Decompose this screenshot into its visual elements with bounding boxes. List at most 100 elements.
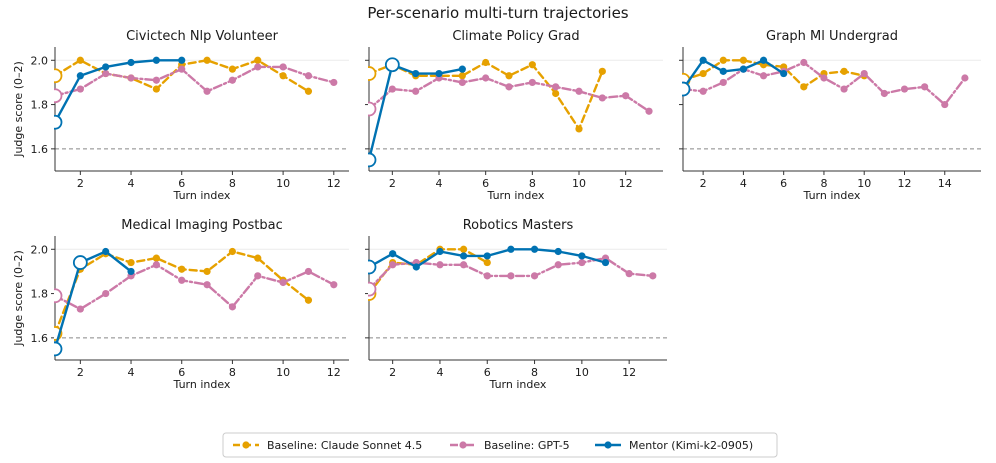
series-gpt5-point (458, 78, 466, 87)
y-tick-label: 1.8 (31, 288, 49, 301)
series-mentor-start-marker (368, 259, 377, 275)
x-tick-label: 12 (622, 366, 636, 379)
series-claude-point (483, 258, 491, 267)
series-mentor-start-marker (54, 114, 63, 130)
series-claude-point (228, 65, 237, 73)
series-claude-point (552, 89, 560, 98)
series-gpt5-point (598, 94, 606, 102)
series-mentor-point (780, 69, 788, 78)
figure-title: Per-scenario multi-turn trajectories (367, 4, 628, 22)
y-tick-label: 1.6 (31, 143, 49, 156)
legend-item-mentor: Mentor (Kimi-k2-0905) (595, 439, 753, 452)
x-tick-label: 4 (740, 177, 747, 190)
series-gpt5-point (228, 303, 237, 311)
x-tick-label: 6 (482, 177, 489, 190)
x-tick-label: 6 (484, 366, 491, 379)
x-tick-label: 8 (529, 177, 536, 190)
series-mentor-point (578, 252, 586, 260)
legend-item-gpt5: Baseline: GPT-5 (450, 439, 570, 452)
series-mentor-point (152, 56, 160, 64)
series-claude-line (368, 61, 604, 131)
series-gpt5-point (389, 261, 397, 269)
series-mentor-point (102, 63, 110, 71)
series-mentor-point (412, 69, 420, 78)
series-gpt5-point (76, 305, 84, 313)
series-gpt5-start-marker (368, 281, 377, 297)
series-gpt5-point (254, 63, 262, 71)
series-gpt5-point (304, 267, 313, 276)
legend: Baseline: Claude Sonnet 4.5 Baseline: GPT… (222, 432, 778, 458)
series-mentor-point (483, 252, 491, 260)
x-axis-label: Turn index (487, 189, 545, 202)
x-tick-label: 12 (897, 177, 911, 190)
legend-label: Baseline: Claude Sonnet 4.5 (267, 439, 422, 452)
series-claude-line (54, 250, 310, 335)
x-tick-label: 10 (276, 366, 290, 379)
series-mentor-point (507, 245, 515, 253)
y-tick-label: 2.0 (31, 54, 49, 67)
series-claude-point (76, 56, 84, 64)
series-gpt5-point (178, 65, 186, 73)
legend-frame (222, 432, 778, 458)
series-mentor-point (554, 247, 562, 256)
series-gpt5-point (719, 78, 727, 87)
series-mentor-point (435, 69, 443, 78)
series-claude-point (304, 296, 313, 304)
series-group (368, 57, 653, 168)
x-tick-label: 12 (619, 177, 633, 190)
series-mentor-point (76, 72, 84, 80)
series-gpt5-start-marker (54, 288, 63, 304)
legend-swatch-marker (242, 441, 250, 449)
series-claude-point (598, 67, 606, 75)
series-gpt5-point (460, 261, 468, 269)
series-claude-point (178, 265, 186, 273)
series-group (54, 56, 338, 130)
series-gpt5-point (880, 89, 888, 98)
panel-title: Graph Ml Undergrad (766, 29, 898, 44)
series-gpt5-point (860, 69, 868, 78)
series-claude-point (127, 258, 135, 267)
series-gpt5-point (203, 87, 211, 95)
series-mentor-start-marker (368, 152, 377, 168)
series-gpt5-point (203, 281, 211, 289)
x-axis-label: Turn index (489, 378, 547, 391)
series-group (682, 56, 969, 109)
legend-label: Mentor (Kimi-k2-0905) (629, 439, 753, 452)
series-claude-point (840, 67, 848, 75)
series-claude-point (699, 69, 707, 78)
x-tick-label: 8 (820, 177, 827, 190)
panel-robotics-masters: Robotics Masters 2 4 6 8 10 12 Turn index (365, 218, 667, 391)
x-tick-label: 12 (327, 177, 341, 190)
series-claude-point (279, 72, 287, 80)
series-gpt5-point (575, 87, 583, 95)
series-mentor-point (460, 252, 468, 260)
x-tick-label: 6 (178, 366, 185, 379)
series-mentor-point (127, 267, 135, 276)
series-gpt5-point (304, 72, 313, 80)
series-gpt5-point (279, 278, 287, 287)
series-mentor-point (127, 58, 135, 67)
series-mentor-point (739, 65, 748, 73)
panel-title: Civictech Nlp Volunteer (126, 29, 278, 44)
panel-climate-policy-grad: Climate Policy Grad 2 4 6 8 10 12 Turn index (365, 29, 663, 202)
series-gpt5-point (279, 63, 287, 71)
series-claude-point (575, 125, 583, 133)
panel-medical-imaging-postbac: Medical Imaging Postbac 2 4 6 8 10 12 1.6 1.8 2.0… (12, 218, 349, 391)
series-gpt5-line (54, 263, 335, 311)
x-tick-label: 8 (229, 366, 236, 379)
series-gpt5-point (127, 74, 135, 82)
x-tick-label: 8 (531, 366, 538, 379)
y-axis-label: Judge score (0–2) (12, 61, 25, 158)
series-gpt5-point (76, 85, 84, 93)
series-gpt5-point (578, 258, 586, 267)
x-tick-label: 8 (229, 177, 236, 190)
series-gpt5-point (102, 69, 110, 78)
series-gpt5-point (552, 83, 560, 91)
series-claude-point (458, 72, 466, 80)
x-tick-label: 6 (178, 177, 185, 190)
y-tick-label: 2.0 (31, 243, 49, 256)
series-gpt5-line (54, 65, 335, 97)
series-gpt5-point (528, 78, 536, 87)
series-gpt5-point (436, 261, 444, 269)
